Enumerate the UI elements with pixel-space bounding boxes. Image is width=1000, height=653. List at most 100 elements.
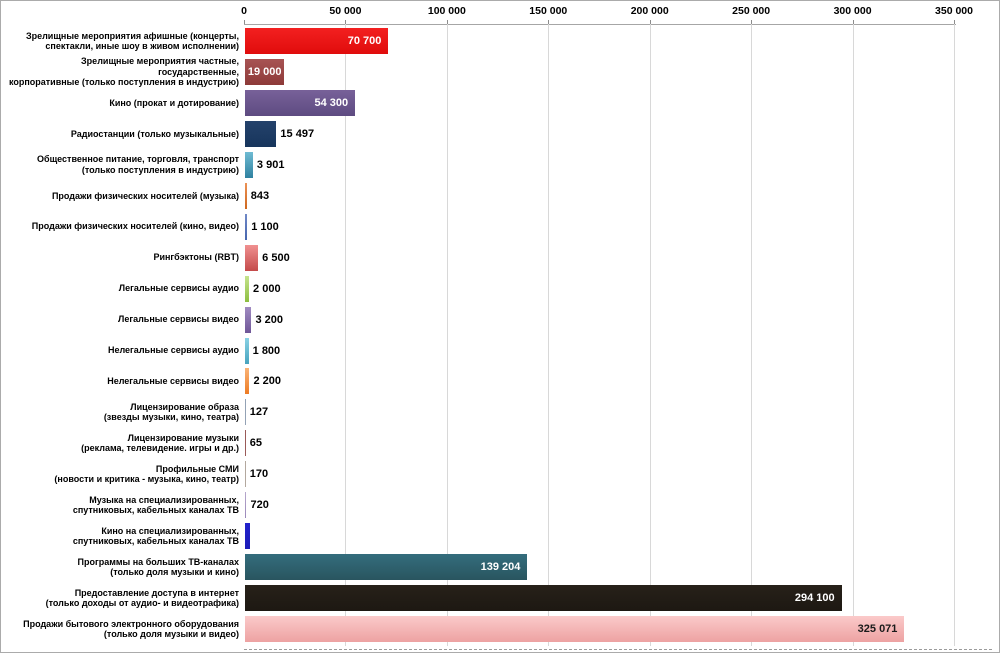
axis-tick-label: 0: [241, 5, 247, 17]
chart-row: Кино на специализированных, спутниковых,…: [1, 523, 999, 550]
chart-row: Нелегальные сервисы видео 2 200: [1, 368, 999, 395]
chart-row: Легальные сервисы аудио 2 000: [1, 275, 999, 302]
bar: [245, 213, 248, 240]
bar: [245, 182, 247, 209]
axis-tick-label: 300 000: [833, 5, 872, 17]
chart-row: Радиостанции (только музыкальные) 15 497: [1, 120, 999, 147]
value-label: 127: [249, 406, 269, 419]
axis-tick: [852, 20, 854, 25]
gridline: [446, 24, 448, 646]
category-label: Продажи физических носителей (музыка): [51, 190, 239, 201]
bar: [245, 554, 528, 581]
category-label: Зрелищные мероприятия афишные (концерты,…: [25, 30, 239, 52]
bar: [245, 89, 356, 116]
value-label: 70 700: [347, 35, 382, 47]
value-label: 170: [249, 468, 269, 481]
category-label: Продажи физических носителей (кино, виде…: [31, 221, 239, 232]
category-label: Лицензирование музыки (реклама, телевиде…: [81, 432, 239, 454]
category-label: Профильные СМИ (новости и критика - музы…: [54, 463, 239, 485]
chart-row: Музыка на специализированных, спутниковы…: [1, 492, 999, 519]
value-label: 1 800: [252, 344, 281, 357]
value-label: 294 100: [794, 592, 835, 605]
value-label: 1 100: [251, 220, 279, 233]
axis-tick-label: 150 000: [529, 5, 568, 17]
value-label: 325 071: [857, 623, 898, 636]
category-label: Нелегальные сервисы аудио: [107, 345, 239, 356]
plot-bottom-dashed-line: [244, 649, 992, 650]
axis-tick-label: 250 000: [732, 5, 771, 17]
value-label: 2 000: [253, 282, 281, 295]
chart-row: Зрелищные мероприятия частные, государст…: [1, 56, 999, 87]
category-label: Рингбэктоны (RBT): [153, 252, 239, 263]
category-label: Кино (прокат и дотирование): [109, 97, 239, 108]
value-label: 720: [250, 499, 269, 512]
chart-row: Программы на больших ТВ-каналах (только …: [1, 554, 999, 581]
bar: [245, 430, 246, 457]
axis-tick-label: 50 000: [329, 5, 362, 17]
chart-row: Предоставление доступа в интернет (тольк…: [1, 585, 999, 612]
chart-row: Зрелищные мероприятия афишные (концерты,…: [1, 28, 999, 54]
category-label: Предоставление доступа в интернет (тольк…: [45, 587, 239, 609]
chart-row: Кино (прокат и дотирование) 54 300: [1, 89, 999, 116]
axis-tick: [954, 20, 955, 25]
value-label: 3 200: [255, 313, 284, 326]
axis-line: [244, 24, 956, 25]
axis-tick-label: 350 000: [935, 5, 973, 17]
bar: [245, 337, 249, 364]
bar: [245, 306, 252, 333]
bar: [245, 461, 246, 488]
axis-tick-label: 200 000: [630, 5, 669, 17]
category-label: Лицензирование образа (звезды музыки, ки…: [103, 401, 239, 423]
category-label: Легальные сервисы аудио: [118, 283, 239, 294]
bar: [245, 368, 250, 395]
gridline: [649, 24, 651, 646]
bar: [245, 275, 250, 302]
value-label: 3 901: [256, 158, 285, 171]
gridline: [751, 24, 753, 646]
chart-row: Лицензирование музыки (реклама, телевиде…: [1, 430, 999, 457]
chart-row: Нелегальные сервисы аудио 1 800: [1, 337, 999, 364]
bar: [245, 244, 259, 271]
axis-tick-label: 100 000: [427, 5, 466, 17]
bar: [245, 120, 277, 147]
chart-row: Лицензирование образа (звезды музыки, ки…: [1, 399, 999, 426]
value-label: 19 000: [247, 65, 282, 78]
axis-tick: [751, 20, 753, 25]
category-label: Программы на больших ТВ-каналах (только …: [77, 556, 239, 578]
category-label: Музыка на специализированных, спутниковы…: [72, 494, 239, 516]
value-label: 15 497: [280, 127, 315, 140]
category-label: Радиостанции (только музыкальные): [70, 128, 239, 139]
category-label: Нелегальные сервисы видео: [107, 376, 239, 387]
axis-tick: [244, 20, 245, 25]
chart-row: Общественное питание, торговля, транспор…: [1, 151, 999, 178]
bar: [245, 616, 905, 643]
chart-row: Профильные СМИ (новости и критика - музы…: [1, 461, 999, 488]
value-label: 2 200: [253, 375, 281, 388]
bar: [245, 492, 247, 519]
chart-row: Рингбэктоны (RBT) 6 500: [1, 244, 999, 271]
bar: [245, 585, 842, 612]
gridline: [852, 24, 854, 646]
category-label: Общественное питание, торговля, транспор…: [37, 154, 239, 175]
value-label: 6 500: [262, 251, 290, 264]
value-label: 54 300: [314, 96, 349, 109]
gridline: [548, 24, 550, 646]
gridline: [954, 24, 955, 646]
chart-row: Продажи бытового электронного оборудован…: [1, 616, 999, 643]
axis-tick: [548, 20, 550, 25]
chart-row: Продажи физических носителей (кино, виде…: [1, 213, 999, 240]
bar: [245, 58, 284, 85]
category-label: Легальные сервисы видео: [118, 314, 239, 325]
axis-tick: [345, 20, 347, 25]
category-label: Продажи бытового электронного оборудован…: [23, 618, 239, 640]
chart-row: Продажи физических носителей (музыка) 843: [1, 182, 999, 209]
bar: [245, 151, 253, 178]
value-label: 843: [250, 189, 270, 202]
gridline: [345, 24, 347, 646]
value-label: 139 204: [480, 561, 521, 574]
bar: [245, 399, 246, 426]
chart-row: Легальные сервисы видео 3 200: [1, 306, 999, 333]
axis-tick: [649, 20, 651, 25]
value-label: 65: [249, 437, 263, 450]
